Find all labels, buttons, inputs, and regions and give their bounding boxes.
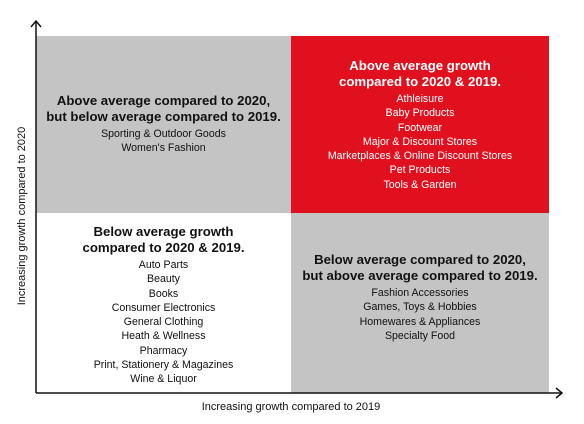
list-item: Beauty — [147, 273, 180, 286]
list-item: Marketplaces & Online Discount Stores — [327, 150, 513, 163]
list-item: Heath & Wellness — [121, 330, 206, 343]
list-item: Auto Parts — [138, 259, 189, 271]
y-axis-arrow-icon — [30, 19, 42, 28]
quadrant-title: Above average compared to 2020, but belo… — [46, 93, 281, 124]
list-item: Footwear — [397, 121, 443, 134]
list-item: Tools & Garden — [383, 178, 457, 191]
category-list: Athleisure Baby Products Footwear Major … — [328, 92, 512, 192]
list-item: Pharmacy — [139, 344, 188, 357]
list-item: Games, Toys & Hobbies — [363, 301, 477, 314]
y-axis-label: Increasing growth compared to 2020 — [16, 126, 28, 306]
category-list: Auto Parts Beauty Books Consumer Electro… — [94, 258, 234, 387]
list-item: Wine & Liquor — [130, 373, 197, 386]
list-item: Major & Discount Stores — [362, 135, 478, 148]
category-list: Fashion Accessories Games, Toys & Hobbie… — [360, 286, 481, 343]
quadrant-top-right: Above average growth compared to 2020 & … — [291, 36, 549, 213]
quadrant-title: Below average growth compared to 2020 & … — [82, 224, 245, 255]
list-item: Consumer Electronics — [111, 301, 216, 314]
quadrant-bottom-right: Below average compared to 2020, but abov… — [291, 213, 549, 393]
list-item: General Clothing — [123, 316, 204, 329]
list-item: Sporting & Outdoor Goods — [101, 128, 226, 140]
quadrant-title: Below average compared to 2020, but abov… — [302, 252, 538, 283]
list-item: Pet Products — [389, 164, 451, 177]
list-item: Books — [148, 287, 179, 300]
list-item: Specialty Food — [384, 329, 456, 342]
list-item: Women's Fashion — [121, 142, 206, 155]
quadrant-bottom-left: Below average growth compared to 2020 & … — [36, 213, 291, 393]
list-item: Fashion Accessories — [371, 287, 469, 299]
list-item: Baby Products — [385, 107, 455, 120]
x-axis-label: Increasing growth compared to 2019 — [201, 401, 381, 413]
quadrant-top-left: Above average compared to 2020, but belo… — [36, 36, 291, 213]
category-list: Sporting & Outdoor Goods Women's Fashion — [101, 127, 226, 156]
list-item: Homewares & Appliances — [359, 315, 481, 328]
x-axis-arrow-icon — [555, 387, 564, 399]
list-item: Print, Stationery & Magazines — [93, 359, 234, 372]
list-item: Athleisure — [396, 93, 444, 105]
quadrant-title: Above average growth compared to 2020 & … — [339, 58, 501, 89]
